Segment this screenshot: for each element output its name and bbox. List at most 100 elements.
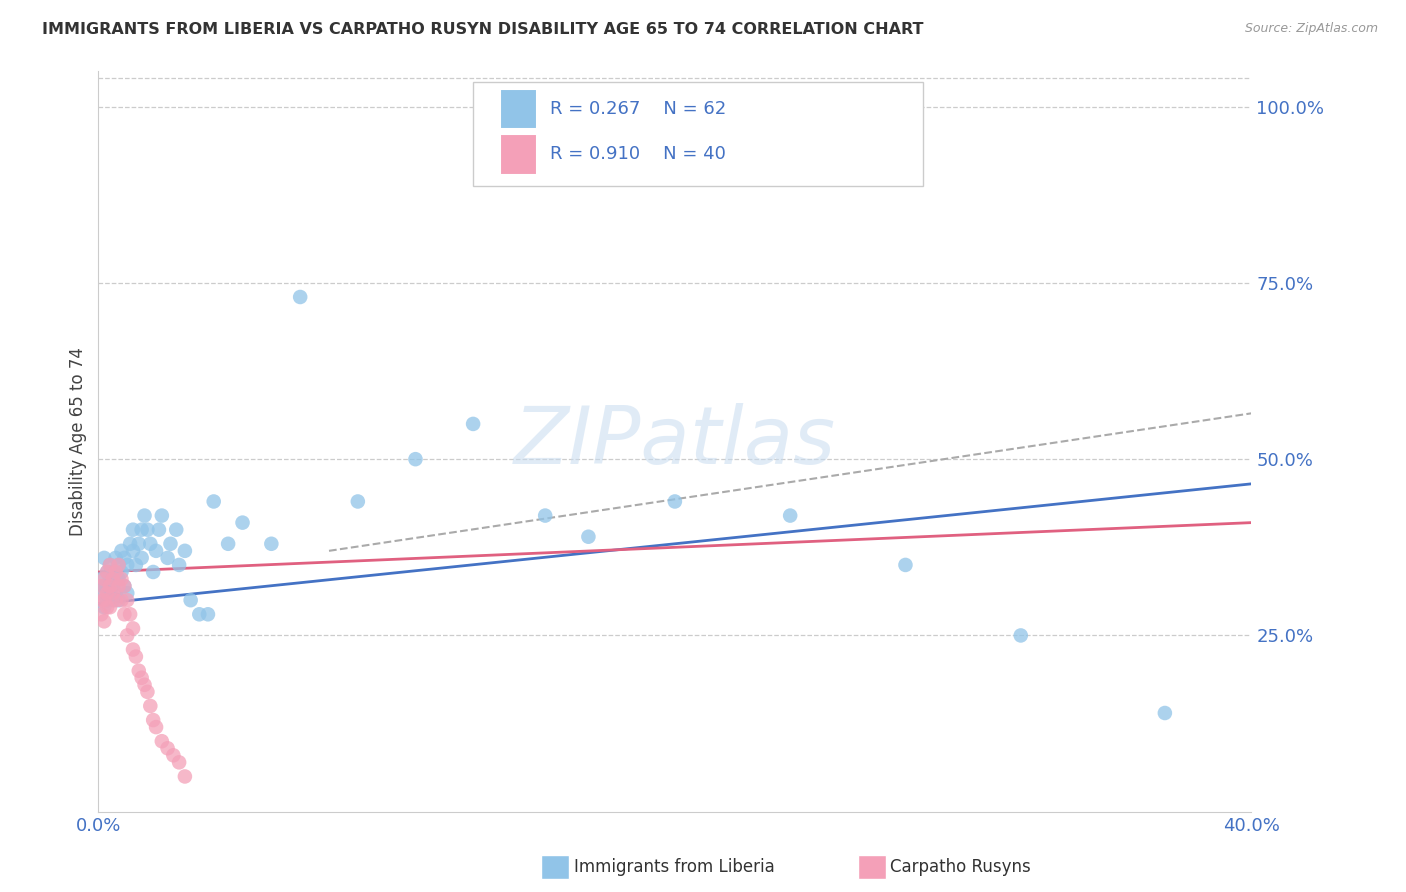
Point <box>174 544 197 558</box>
Point <box>142 565 165 579</box>
Point <box>117 628 139 642</box>
Point <box>96 565 118 579</box>
Point <box>107 572 129 586</box>
Point <box>136 685 159 699</box>
Point <box>93 550 115 565</box>
Point <box>104 565 127 579</box>
Y-axis label: Disability Age 65 to 74: Disability Age 65 to 74 <box>69 347 87 536</box>
Point <box>167 558 190 572</box>
Point <box>117 586 139 600</box>
Point <box>93 615 115 629</box>
Point <box>98 558 121 572</box>
Point <box>180 593 202 607</box>
Point <box>217 537 239 551</box>
Point <box>110 565 132 579</box>
Point <box>122 544 145 558</box>
Point <box>120 607 142 622</box>
Point <box>131 671 153 685</box>
Point <box>90 593 112 607</box>
Point <box>96 565 118 579</box>
Point <box>104 586 127 600</box>
Point <box>139 537 162 551</box>
Point <box>534 508 557 523</box>
Point <box>162 748 184 763</box>
Point <box>101 572 124 586</box>
Point <box>112 550 135 565</box>
Point <box>93 600 115 615</box>
Point <box>96 579 118 593</box>
Point <box>98 600 121 615</box>
Point <box>142 713 165 727</box>
Point <box>90 607 112 622</box>
Text: ZIPatlas: ZIPatlas <box>513 402 837 481</box>
Point <box>165 523 187 537</box>
Point <box>128 664 150 678</box>
Point <box>139 698 162 713</box>
Point <box>150 734 173 748</box>
Point <box>90 572 112 586</box>
Point <box>779 508 801 523</box>
Point <box>104 550 127 565</box>
Bar <box>499 89 537 129</box>
Point <box>134 508 156 523</box>
Point <box>405 452 427 467</box>
Point <box>128 537 150 551</box>
Point <box>131 523 153 537</box>
Point <box>159 537 181 551</box>
Point <box>1010 628 1032 642</box>
Point <box>664 494 686 508</box>
Point <box>98 572 121 586</box>
Point <box>290 290 312 304</box>
Point <box>107 579 129 593</box>
Point <box>96 586 118 600</box>
Point <box>145 720 167 734</box>
Point <box>96 600 118 615</box>
Point <box>101 586 124 600</box>
Point <box>174 769 197 783</box>
Point <box>1153 706 1175 720</box>
Point <box>110 544 132 558</box>
Bar <box>499 134 537 175</box>
Point <box>122 621 145 635</box>
Point <box>202 494 225 508</box>
Point <box>231 516 254 530</box>
Point <box>122 523 145 537</box>
Point <box>93 572 115 586</box>
Point <box>98 586 121 600</box>
Point <box>107 593 129 607</box>
Point <box>578 530 600 544</box>
Text: Immigrants from Liberia: Immigrants from Liberia <box>574 858 775 876</box>
Point <box>156 741 179 756</box>
Point <box>93 579 115 593</box>
Point <box>131 550 153 565</box>
Point <box>93 593 115 607</box>
Point <box>112 607 135 622</box>
Point <box>101 579 124 593</box>
Point <box>156 550 179 565</box>
Point <box>136 523 159 537</box>
Point <box>117 593 139 607</box>
Text: R = 0.910    N = 40: R = 0.910 N = 40 <box>550 145 727 163</box>
Point <box>188 607 211 622</box>
Point <box>110 593 132 607</box>
Point <box>346 494 368 508</box>
Point <box>125 558 148 572</box>
Point <box>110 572 132 586</box>
Point <box>197 607 219 622</box>
Point <box>112 579 135 593</box>
Point <box>125 649 148 664</box>
Text: Source: ZipAtlas.com: Source: ZipAtlas.com <box>1244 22 1378 36</box>
Point <box>101 593 124 607</box>
Point <box>101 565 124 579</box>
Point <box>894 558 917 572</box>
Point <box>107 558 129 572</box>
Point <box>90 579 112 593</box>
Point <box>107 558 129 572</box>
Point <box>260 537 283 551</box>
Point <box>98 579 121 593</box>
Point <box>120 537 142 551</box>
Point <box>104 593 127 607</box>
Text: R = 0.267    N = 62: R = 0.267 N = 62 <box>550 100 727 118</box>
Point <box>112 579 135 593</box>
Text: IMMIGRANTS FROM LIBERIA VS CARPATHO RUSYN DISABILITY AGE 65 TO 74 CORRELATION CH: IMMIGRANTS FROM LIBERIA VS CARPATHO RUSY… <box>42 22 924 37</box>
